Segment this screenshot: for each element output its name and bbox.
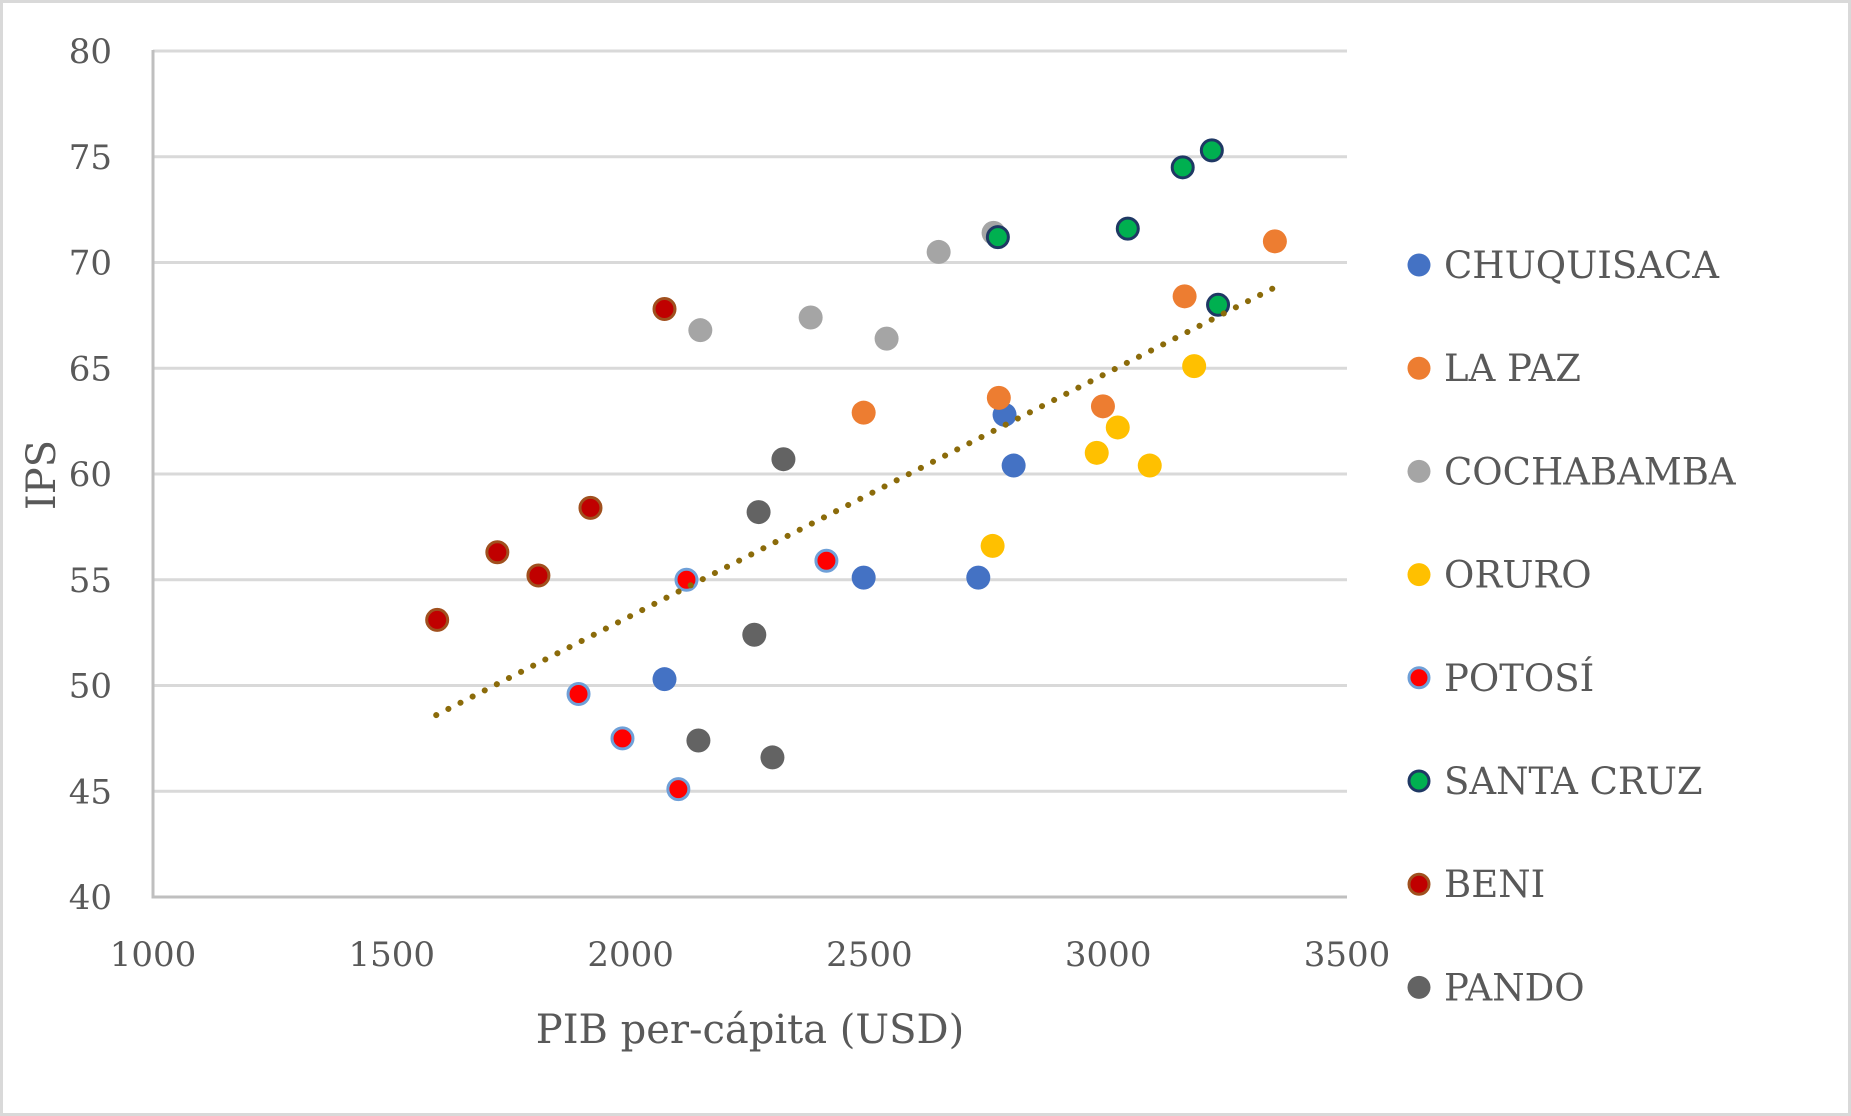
legend-item: POTOSÍ: [1407, 656, 1594, 700]
data-point: [771, 447, 796, 472]
legend-marker: [1407, 563, 1431, 587]
legend-label: BENI: [1444, 863, 1545, 906]
x-tick-label: 2000: [587, 935, 674, 975]
legend-marker: [1407, 356, 1431, 380]
data-point: [746, 500, 771, 525]
x-tick-labels: 1000 1500 2000 2500 3000 3500: [110, 935, 1391, 975]
legend-label: LA PAZ: [1444, 347, 1581, 390]
data-point: [1182, 354, 1207, 379]
data-point: [1115, 216, 1140, 241]
data-point: [798, 305, 823, 330]
x-tick-label: 3500: [1304, 935, 1391, 975]
x-tick-label: 1500: [349, 935, 436, 975]
y-tick-label: 45: [69, 772, 112, 812]
data-point: [566, 681, 591, 706]
x-tick-label: 2500: [826, 935, 913, 975]
y-tick-label: 75: [69, 138, 112, 178]
legend-marker: [1407, 666, 1431, 690]
legend-item: ORURO: [1407, 554, 1592, 597]
legend-item: BENI: [1407, 863, 1545, 906]
data-point: [674, 567, 699, 592]
data-point: [966, 565, 991, 590]
y-tick-label: 65: [69, 349, 112, 389]
legend-label: CHUQUISACA: [1444, 244, 1720, 287]
data-point: [985, 225, 1010, 250]
legend-marker: [1407, 769, 1431, 793]
data-point: [980, 533, 1005, 558]
data-point: [1084, 440, 1109, 465]
trendline: [433, 284, 1277, 719]
legend-label: PANDO: [1444, 966, 1585, 1009]
series-beni: [425, 297, 677, 632]
gridlines: [153, 49, 1347, 793]
data-point: [688, 318, 713, 343]
legend-item: PANDO: [1407, 966, 1585, 1009]
x-axis-title: PIB per-cápita (USD): [536, 1007, 964, 1053]
y-tick-label: 50: [69, 667, 112, 707]
data-point: [578, 495, 603, 520]
data-point: [526, 563, 551, 588]
data-point: [686, 728, 711, 753]
y-tick-label: 55: [69, 561, 112, 601]
y-tick-label: 60: [69, 455, 112, 495]
data-point: [485, 540, 510, 565]
data-point: [1137, 453, 1162, 478]
y-axis-title: IPS: [19, 440, 65, 510]
data-point: [814, 548, 839, 573]
legend-label: COCHABAMBA: [1444, 450, 1737, 493]
series-potos-: [566, 548, 839, 802]
data-point: [926, 239, 951, 264]
trendline-dotted: [433, 284, 1277, 719]
data-point: [986, 385, 1011, 410]
data-point: [851, 565, 876, 590]
data-point: [1172, 284, 1197, 309]
legend-label: ORURO: [1444, 554, 1592, 597]
data-points: [425, 138, 1287, 802]
legend: CHUQUISACA LA PAZ COCHABAMBA ORURO POTOSÍ SAN…: [1407, 244, 1737, 1009]
series-cochabamba: [688, 220, 1006, 351]
x-tick-label: 1000: [110, 935, 197, 975]
data-point: [1206, 292, 1231, 317]
data-point: [1262, 229, 1287, 254]
legend-item: COCHABAMBA: [1407, 450, 1737, 493]
legend-item: LA PAZ: [1407, 347, 1581, 390]
data-point: [1170, 155, 1195, 180]
data-point: [610, 726, 635, 751]
series-santa-cruz: [985, 138, 1231, 317]
data-point: [742, 622, 767, 647]
data-point: [1090, 394, 1115, 419]
axes: [151, 50, 1347, 899]
data-point: [652, 297, 677, 322]
y-tick-label: 40: [69, 878, 112, 918]
series-pando: [686, 447, 796, 770]
y-tick-label: 70: [69, 244, 112, 284]
x-tick-label: 3000: [1065, 935, 1152, 975]
legend-label: POTOSÍ: [1444, 656, 1594, 700]
legend-item: SANTA CRUZ: [1407, 760, 1703, 803]
data-point: [874, 326, 899, 351]
data-point: [652, 667, 677, 692]
legend-item: CHUQUISACA: [1407, 244, 1720, 287]
data-point: [425, 607, 450, 632]
legend-marker: [1407, 975, 1431, 999]
data-point: [666, 777, 691, 802]
y-tick-labels: 40 45 50 55 60 65 70 75 80: [69, 32, 112, 918]
series-oruro: [980, 354, 1207, 558]
data-point: [1001, 453, 1026, 478]
legend-marker: [1407, 459, 1431, 483]
series-la-paz: [851, 229, 1287, 425]
legend-marker: [1407, 253, 1431, 277]
data-point: [851, 400, 876, 425]
data-point: [760, 745, 785, 770]
legend-label: SANTA CRUZ: [1444, 760, 1703, 803]
data-point: [1199, 138, 1224, 163]
data-point: [1105, 415, 1130, 440]
y-tick-label: 80: [69, 32, 112, 72]
legend-marker: [1407, 872, 1431, 896]
